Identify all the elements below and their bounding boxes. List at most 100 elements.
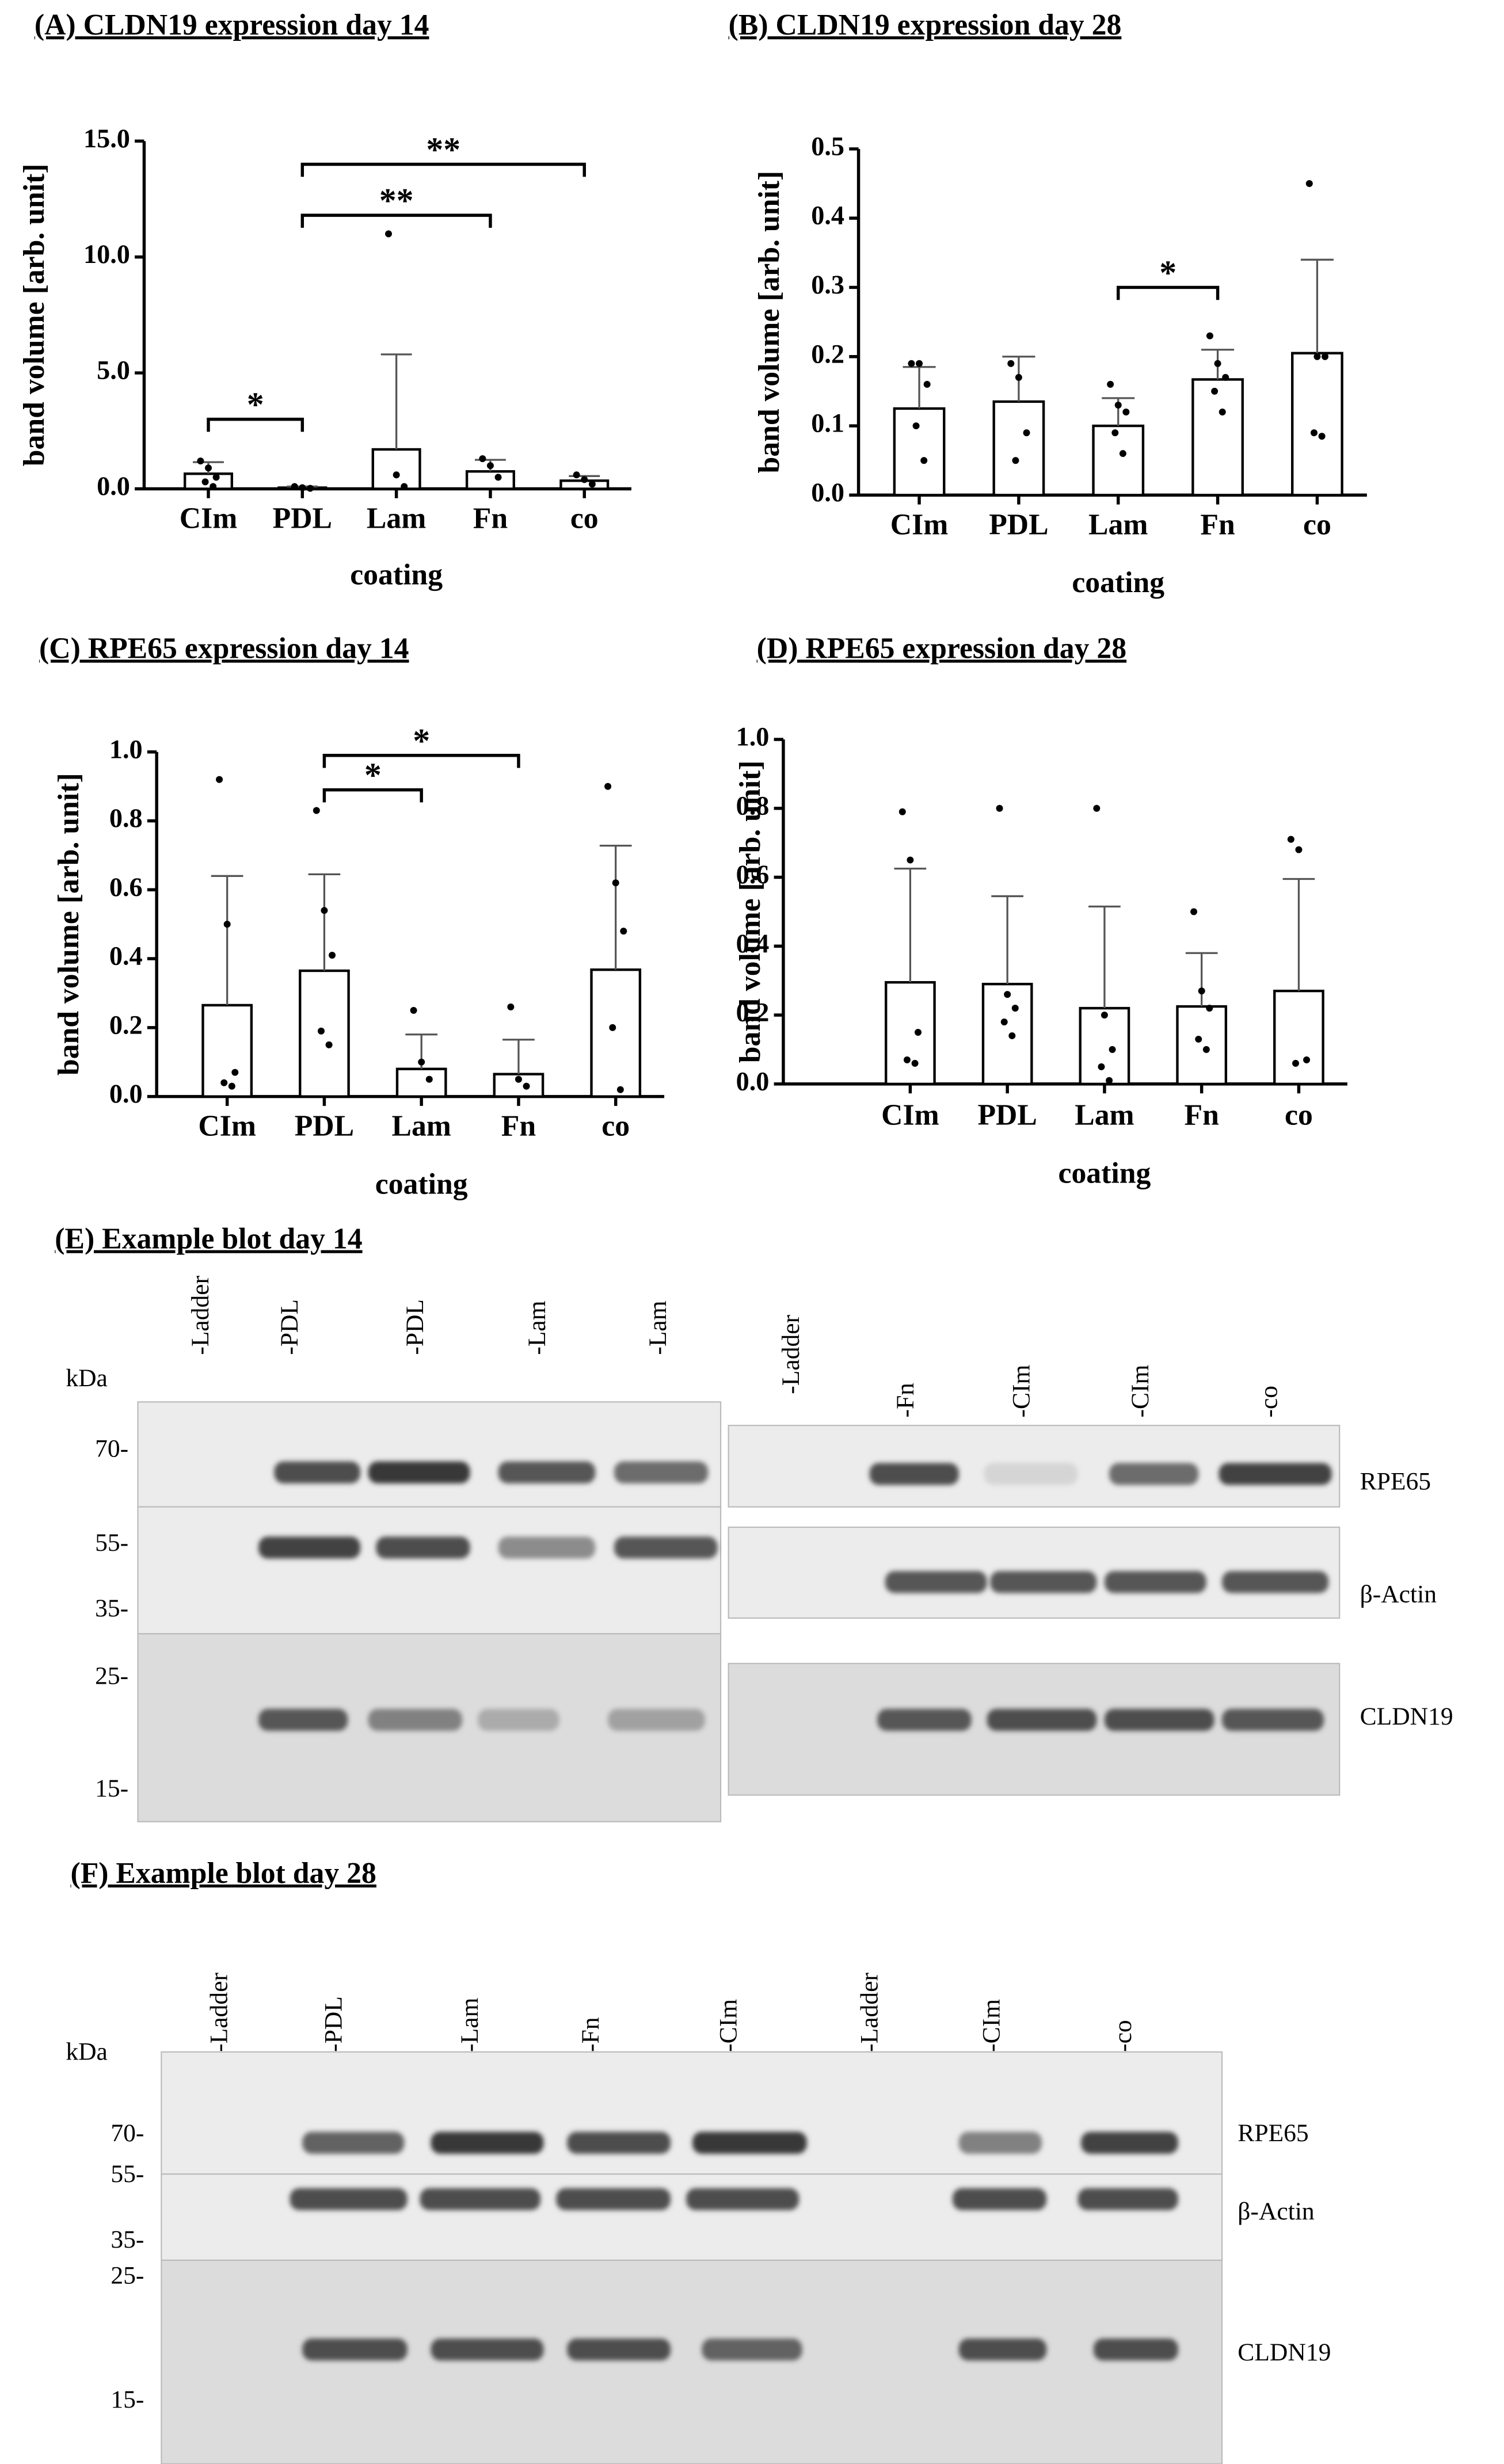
band [376,1536,470,1559]
data-point [329,952,336,959]
band [556,2188,671,2210]
y-tick-label: 15.0 [83,124,130,154]
lane-label: -co [1109,2020,1137,2052]
y-tick-label: 0.4 [109,942,143,971]
data-point [1109,1046,1116,1053]
band [958,2131,1042,2154]
band [498,1536,596,1559]
data-point [507,1003,515,1010]
protein-label: RPE65 [1238,2119,1308,2147]
band [1093,2339,1178,2361]
significance-bracket [207,417,304,432]
x-axis-label: coating [350,559,443,592]
data-point [1101,1012,1108,1019]
x-tick-label: CIm [881,1099,939,1132]
data-point [588,480,596,488]
data-point [1202,1046,1210,1053]
band [987,1708,1097,1731]
x-tick-label: PDL [977,1099,1037,1132]
lane-label: -Lam [523,1300,551,1355]
data-point [609,1024,616,1031]
x-axis-label: coating [375,1168,468,1200]
data-point [898,808,906,815]
data-point [523,1082,530,1090]
membrane [161,2173,1223,2261]
bar [981,982,1033,1085]
significance-label: * [364,756,382,794]
membrane [161,2051,1223,2175]
lane-label: -Fn [577,2017,604,2052]
data-point [1012,457,1019,464]
membrane [137,1401,722,1508]
band [302,2131,405,2154]
significance-label: ** [426,131,460,169]
x-tick-label: CIm [198,1110,256,1143]
bar [893,407,946,497]
data-point [612,879,619,887]
error-bar [1088,905,1121,1009]
band [608,1708,705,1731]
data-point [1292,1059,1299,1067]
data-point [920,457,928,464]
y-tick-label: 0.6 [109,873,143,902]
y-tick-label: 10.0 [83,240,130,269]
lane-label: -CIm [1126,1364,1154,1417]
protein-label: RPE65 [1360,1468,1431,1496]
data-point [210,483,217,490]
data-point [1198,987,1205,995]
data-point [1190,908,1198,916]
y-tick-label: 0.0 [97,472,130,501]
data-point [923,380,931,388]
data-point [1219,409,1226,415]
data-point [908,360,915,367]
data-point [1318,433,1326,440]
data-point [494,474,502,481]
error-bar [308,873,341,971]
data-point [1114,401,1122,409]
band [984,1463,1078,1485]
data-point [325,1041,333,1048]
y-tick-label: 0.5 [811,132,844,161]
data-point [410,1006,417,1014]
protein-label: β-Actin [1360,1581,1437,1608]
marker-label: 25- [95,1662,128,1689]
band [958,2339,1047,2361]
y-tick-label: 0.8 [736,791,770,821]
data-point [1007,360,1015,367]
lane-label: -Fn [892,1383,919,1418]
x-tick-label: Fn [1200,508,1235,541]
data-point [1015,373,1022,381]
significance-bracket [322,788,423,803]
data-point [1106,1077,1113,1084]
lane-label: -PDL [319,1996,347,2052]
x-tick-label: Lam [391,1110,451,1143]
x-tick-label: co [570,502,599,535]
y-tick-label: 0.8 [109,804,143,833]
significance-bracket [300,213,492,228]
band [290,2188,408,2210]
data-point [1008,1032,1016,1039]
band [1219,1463,1332,1485]
data-point [216,776,223,783]
data-point [616,1086,624,1093]
y-axis-label: band volume [arb. unit] [18,163,51,466]
significance-bracket [322,754,520,768]
y-tick-label: 0.4 [811,201,844,231]
marker-label: 25- [111,2262,144,2290]
band [420,2188,541,2210]
band [498,1461,596,1483]
error-bar [1282,878,1315,991]
data-point [306,485,314,492]
band [302,2339,408,2361]
data-point [313,807,320,814]
x-tick-label: CIm [890,508,949,541]
x-tick-label: Fn [501,1110,536,1143]
data-point [915,1028,922,1036]
x-tick-label: Fn [473,502,508,535]
data-point [1211,387,1219,395]
y-tick-label: 0.2 [736,998,770,1028]
data-point [486,462,494,470]
data-point [620,928,627,935]
x-tick-label: co [1303,508,1331,541]
